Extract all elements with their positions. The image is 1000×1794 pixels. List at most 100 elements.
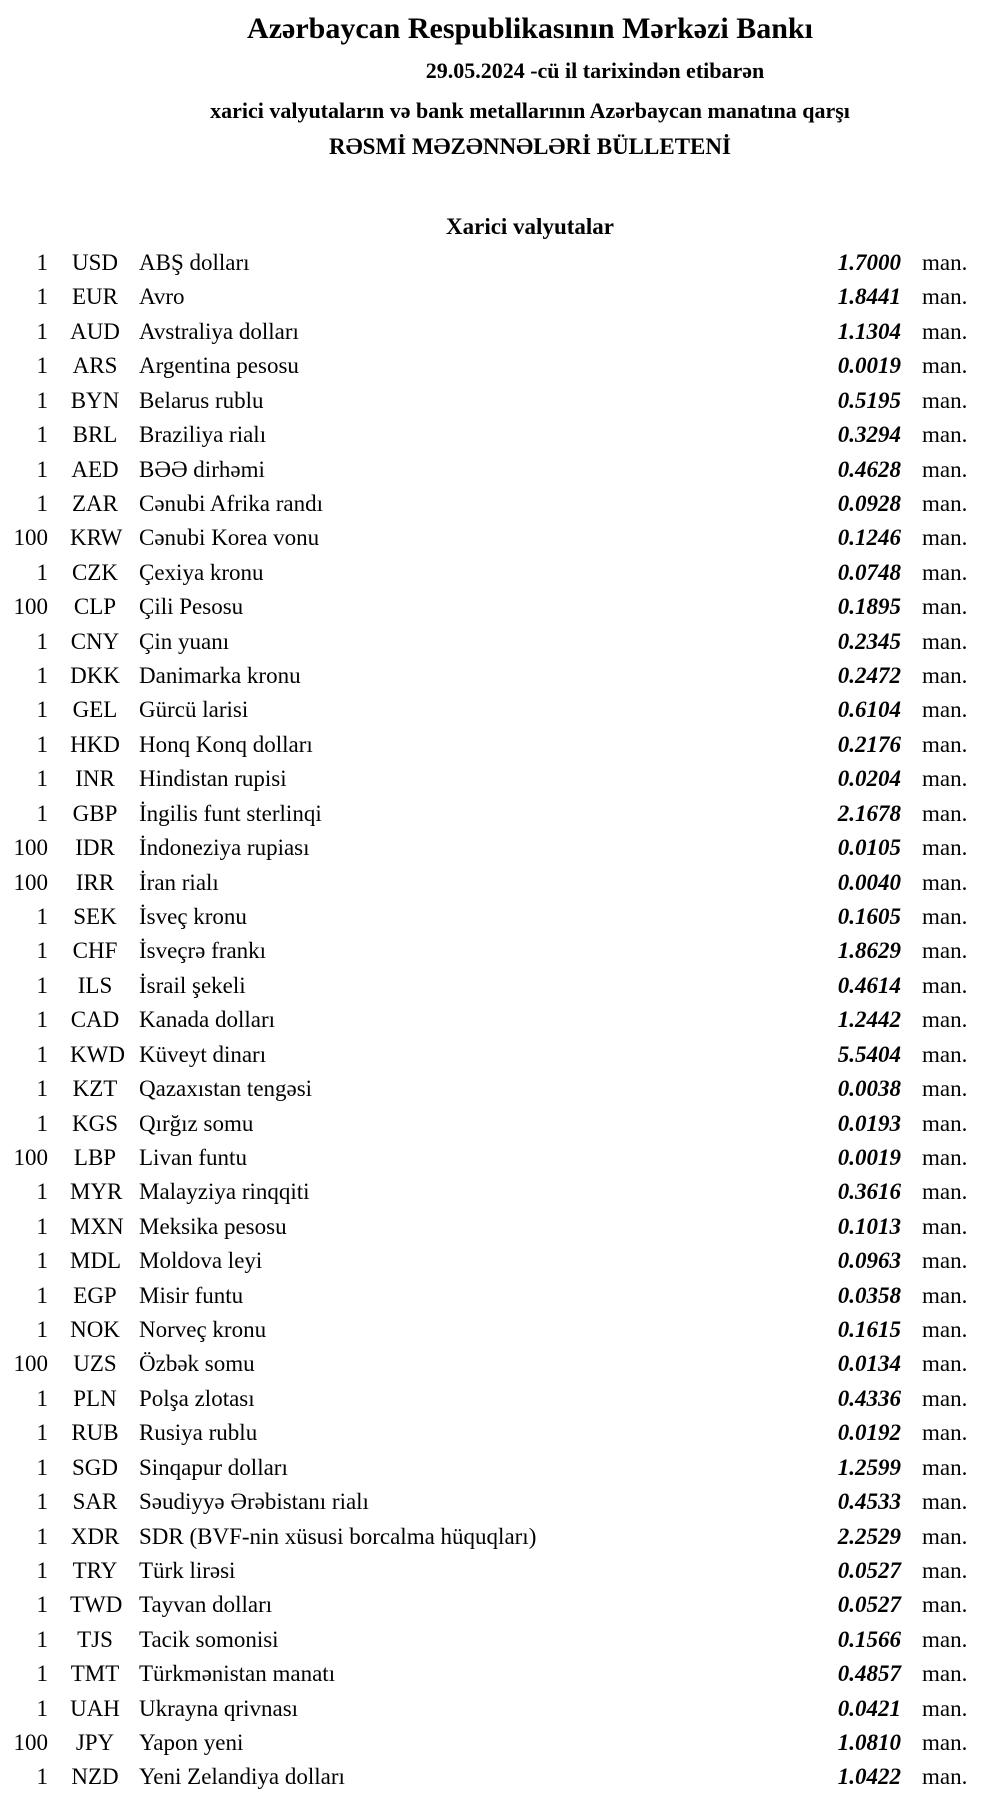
currency-name: BƏƏ dirhəmi: [139, 456, 265, 482]
rate-value: 0.5195: [837, 387, 901, 413]
nominal: 1: [36, 456, 49, 482]
currency-name: SDR (BVF-nin xüsusi borcalma hüquqları): [139, 1523, 537, 1549]
nominal: 1: [36, 1213, 49, 1239]
unit-label: man.: [922, 972, 968, 998]
unit-label: man.: [922, 559, 968, 585]
rate-row: 1 TWD Tayvan dolları 0.0527 man.: [0, 1588, 1000, 1622]
nominal: 1: [36, 1248, 49, 1274]
unit-label: man.: [922, 1041, 968, 1067]
rate-row: 1 AUD Avstraliya dolları 1.1304 man.: [0, 315, 1000, 349]
unit-label: man.: [922, 1523, 968, 1549]
currency-code: CLP: [73, 594, 117, 620]
unit-label: man.: [922, 1661, 968, 1687]
currency-code: UZS: [73, 1351, 117, 1377]
nominal: 1: [36, 318, 49, 344]
nominal: 1: [36, 422, 49, 448]
nominal: 1: [36, 1661, 49, 1687]
unit-label: man.: [922, 318, 968, 344]
nominal: 1: [36, 1007, 49, 1033]
nominal: 1: [36, 972, 49, 998]
currency-code: RUB: [71, 1420, 119, 1446]
bulletin-subtitle: xarici valyutaların və bank metallarının…: [210, 98, 850, 123]
unit-label: man.: [922, 284, 968, 310]
currency-name: Norveç kronu: [139, 1317, 267, 1343]
unit-label: man.: [922, 1454, 968, 1480]
rate-row: 1 KGS Qırğız somu 0.0193 man.: [0, 1107, 1000, 1141]
nominal: 1: [36, 731, 49, 757]
unit-label: man.: [922, 387, 968, 413]
rate-value: 0.2176: [837, 731, 901, 757]
rate-value: 0.3294: [837, 422, 901, 448]
nominal: 1: [36, 663, 49, 689]
currency-code: AED: [71, 456, 119, 482]
currency-code: TWD: [70, 1592, 123, 1618]
rate-row: 100 CLP Çili Pesosu 0.1895 man.: [0, 590, 1000, 624]
nominal: 1: [36, 1041, 49, 1067]
currency-name: Meksika pesosu: [139, 1213, 287, 1239]
currency-code: KWD: [70, 1041, 125, 1067]
currency-name: Belarus rublu: [139, 387, 264, 413]
currency-name: Kanada dolları: [139, 1007, 276, 1033]
nominal: 100: [13, 1730, 49, 1756]
currency-name: İndoneziya rupiası: [139, 835, 310, 861]
rate-row: 1 TMT Türkmənistan manatı 0.4857 man.: [0, 1657, 1000, 1691]
section-title: Xarici valyutalar: [446, 214, 614, 239]
unit-label: man.: [922, 1213, 968, 1239]
rate-row: 1 TRY Türk lirəsi 0.0527 man.: [0, 1554, 1000, 1588]
currency-name: İsveçrə frankı: [139, 938, 267, 964]
rate-value: 1.8441: [837, 284, 901, 310]
rate-value: 0.4336: [837, 1385, 901, 1411]
rate-value: 0.0019: [837, 353, 901, 379]
currency-name: Moldova leyi: [139, 1248, 263, 1274]
rate-row: 1 RUB Rusiya rublu 0.0192 man.: [0, 1416, 1000, 1450]
bulletin-title: RƏSMİ MƏZƏNNƏLƏRİ BÜLLETENİ: [329, 134, 731, 159]
currency-name: Yeni Zelandiya dolları: [139, 1764, 345, 1790]
rate-row: 1 PLN Polşa zlotası 0.4336 man.: [0, 1382, 1000, 1416]
currency-name: Türk lirəsi: [139, 1557, 236, 1583]
unit-label: man.: [922, 766, 968, 792]
unit-label: man.: [922, 594, 968, 620]
rate-row: 100 LBP Livan funtu 0.0019 man.: [0, 1141, 1000, 1175]
rate-value: 1.0422: [837, 1764, 901, 1790]
currency-code: USD: [71, 250, 118, 275]
unit-label: man.: [922, 1248, 968, 1274]
nominal: 1: [36, 1626, 49, 1652]
rate-value: 0.0105: [837, 835, 901, 861]
rate-row: 1 SGD Sinqapur dolları 1.2599 man.: [0, 1451, 1000, 1485]
currency-code: IRR: [75, 869, 115, 895]
rate-row: 100 IRR İran rialı 0.0040 man.: [0, 866, 1000, 900]
rate-row: 1 KWD Küveyt dinarı 5.5404 man.: [0, 1038, 1000, 1072]
currency-code: CAD: [70, 1007, 120, 1033]
nominal: 100: [13, 1144, 49, 1170]
rate-row: 1 ARS Argentina pesosu 0.0019 man.: [0, 349, 1000, 383]
currency-code: TMT: [70, 1661, 120, 1687]
currency-name: Honq Konq dolları: [139, 731, 313, 757]
rate-row: 1 BRL Braziliya rialı 0.3294 man.: [0, 418, 1000, 452]
rate-value: 0.1895: [837, 594, 901, 620]
nominal: 1: [36, 559, 49, 585]
unit-label: man.: [922, 1110, 968, 1136]
currency-code: KGS: [71, 1110, 118, 1136]
rate-value: 0.4857: [837, 1661, 901, 1687]
unit-label: man.: [922, 903, 968, 929]
unit-label: man.: [922, 422, 968, 448]
rate-value: 1.7000: [837, 250, 901, 275]
unit-label: man.: [922, 835, 968, 861]
nominal: 1: [36, 490, 49, 516]
unit-label: man.: [922, 250, 968, 275]
rate-row: 1 UAH Ukrayna qrivnası 0.0421 man.: [0, 1692, 1000, 1726]
currency-code: LBP: [73, 1144, 117, 1170]
currency-code: SGD: [71, 1454, 118, 1480]
rate-row: 1 GBP İngilis funt sterlinqi 2.1678 man.: [0, 797, 1000, 831]
unit-label: man.: [922, 697, 968, 723]
nominal: 1: [36, 1110, 49, 1136]
currency-name: Türkmənistan manatı: [139, 1661, 336, 1687]
rate-row: 1 CHF İsveçrə frankı 1.8629 man.: [0, 934, 1000, 968]
rate-row: 1 BYN Belarus rublu 0.5195 man.: [0, 384, 1000, 418]
currency-code: IDR: [75, 835, 115, 861]
currency-code: TJS: [77, 1626, 113, 1652]
currency-code: UAH: [70, 1695, 120, 1721]
currency-name: Sinqapur dolları: [139, 1454, 288, 1480]
unit-label: man.: [922, 1695, 968, 1721]
unit-label: man.: [922, 1144, 968, 1170]
